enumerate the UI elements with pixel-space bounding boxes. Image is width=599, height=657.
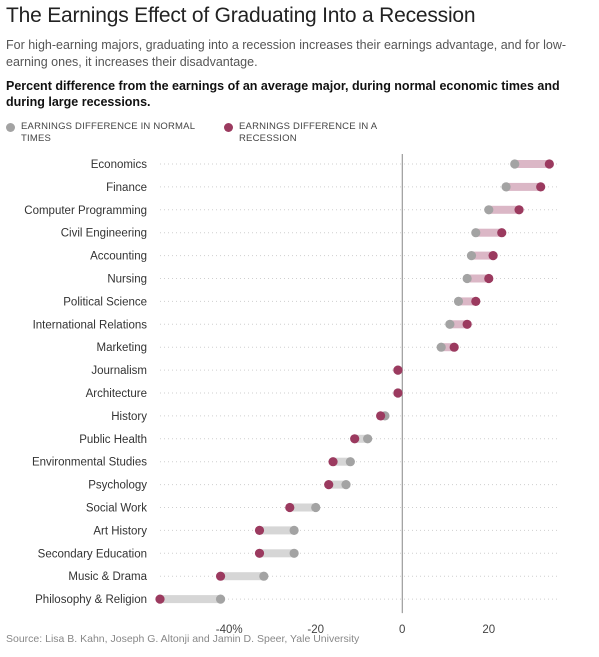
recession-point	[285, 502, 295, 513]
recession-point	[488, 251, 498, 261]
normal-point	[453, 296, 464, 306]
recession-point	[324, 480, 334, 490]
category-label: Economics	[91, 159, 147, 171]
normal-point	[471, 228, 481, 238]
normal-point	[445, 319, 455, 329]
recession-point	[544, 159, 554, 169]
category-label: Computer Programming	[24, 205, 147, 217]
category-label: Art History	[93, 525, 147, 537]
category-label: Secondary Education	[38, 548, 147, 560]
recession-point	[155, 594, 165, 604]
normal-point	[341, 480, 351, 490]
difference-bar	[220, 572, 264, 581]
normal-point	[289, 525, 299, 536]
recession-point	[484, 273, 494, 284]
category-label: Public Health	[79, 434, 147, 446]
difference-bar	[289, 503, 316, 512]
difference-bar	[514, 160, 550, 168]
chart-heading: Percent difference from the earnings of …	[6, 79, 560, 109]
normal-point	[363, 434, 373, 444]
difference-bar	[441, 343, 455, 352]
difference-bar	[475, 228, 502, 237]
category-label: Psychology	[88, 480, 147, 492]
recession-point	[328, 457, 338, 467]
normal-point	[484, 205, 494, 215]
recession-point	[393, 365, 403, 375]
recession-point	[350, 434, 360, 444]
category-label: Civil Engineering	[61, 228, 147, 240]
normal-point	[289, 548, 299, 558]
normal-point	[259, 571, 269, 581]
chart-title: The Earnings Effect of Graduating Into a…	[6, 4, 476, 27]
x-tick-label: -20	[307, 624, 324, 636]
difference-bar	[488, 205, 520, 214]
normal-point	[501, 182, 511, 192]
recession-point	[254, 525, 265, 536]
recession-point	[536, 182, 546, 192]
difference-bar	[354, 434, 368, 443]
source-note: Source: Lisa B. Kahn, Joseph G. Altonji …	[6, 633, 360, 645]
category-label: Finance	[106, 182, 147, 194]
category-label: History	[111, 411, 147, 423]
chart-subtitle: For high-earning majors, graduating into…	[6, 38, 567, 69]
category-label: Accounting	[90, 251, 147, 263]
legend-recession-label: EARNINGS DIFFERENCE IN A RECESSION	[239, 121, 377, 144]
difference-bar	[328, 480, 347, 489]
difference-bar	[160, 595, 221, 604]
difference-bar	[506, 182, 541, 191]
difference-bar	[467, 274, 489, 283]
normal-point	[311, 502, 321, 513]
legend-normal-label: EARNINGS DIFFERENCE IN NORMAL TIMES	[21, 121, 195, 144]
x-tick-label: 0	[399, 624, 405, 636]
x-tick-label: 20	[482, 624, 495, 636]
recession-point	[449, 342, 459, 352]
difference-bar	[259, 526, 295, 535]
difference-bar	[333, 457, 351, 466]
x-tick-label: -40%	[216, 624, 243, 636]
category-label: Journalism	[91, 365, 147, 377]
category-label: Political Science	[63, 296, 147, 308]
normal-point	[345, 457, 355, 467]
recession-point	[215, 571, 226, 581]
recession-point	[462, 319, 472, 329]
recession-point	[497, 228, 507, 238]
normal-point	[510, 159, 520, 169]
difference-bar	[458, 297, 476, 306]
difference-bar	[449, 320, 468, 329]
category-label: International Relations	[33, 319, 148, 331]
recession-point	[514, 205, 524, 215]
category-label: Nursing	[107, 274, 147, 286]
category-label: Architecture	[86, 388, 147, 400]
recession-point	[471, 296, 481, 306]
normal-point	[436, 342, 446, 352]
recession-point	[376, 411, 386, 421]
difference-bar	[471, 251, 494, 260]
legend-recession-swatch	[224, 123, 233, 132]
legend-normal-swatch	[6, 123, 15, 132]
normal-point	[466, 251, 477, 261]
recession-point	[393, 388, 403, 398]
category-label: Philosophy & Religion	[35, 594, 147, 606]
category-label: Social Work	[86, 503, 147, 515]
normal-point	[215, 594, 226, 604]
category-label: Music & Drama	[68, 571, 147, 583]
category-label: Marketing	[97, 342, 148, 354]
difference-bar	[259, 549, 295, 558]
recession-point	[254, 548, 265, 558]
category-label: Environmental Studies	[32, 457, 147, 469]
normal-point	[462, 273, 472, 284]
